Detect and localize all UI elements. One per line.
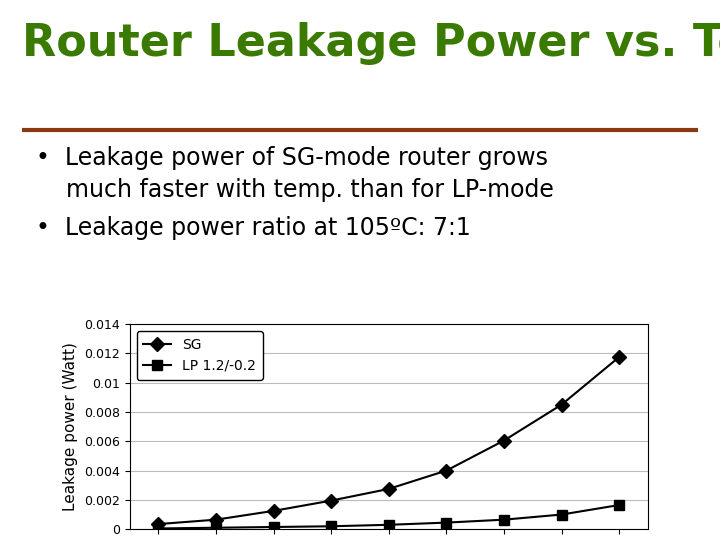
Text: •  Leakage power of SG-mode router grows: • Leakage power of SG-mode router grows — [36, 146, 548, 170]
SG — [212, 516, 220, 523]
LP 1.2/-0.2 — [327, 523, 336, 530]
SG — [154, 521, 163, 527]
LP 1.2/-0.2 — [384, 522, 393, 528]
SG — [327, 497, 336, 504]
SG — [442, 467, 451, 474]
LP 1.2/-0.2 — [442, 519, 451, 526]
SG — [615, 354, 624, 360]
Y-axis label: Leakage power (Watt): Leakage power (Watt) — [63, 342, 78, 511]
Line: SG: SG — [153, 352, 624, 529]
LP 1.2/-0.2 — [615, 502, 624, 508]
LP 1.2/-0.2 — [269, 524, 278, 530]
Legend: SG, LP 1.2/-0.2: SG, LP 1.2/-0.2 — [137, 331, 264, 380]
Text: much faster with temp. than for LP-mode: much faster with temp. than for LP-mode — [36, 178, 554, 202]
SG — [384, 485, 393, 492]
Text: •  Leakage power ratio at 105ºC: 7:1: • Leakage power ratio at 105ºC: 7:1 — [36, 216, 471, 240]
SG — [269, 508, 278, 514]
LP 1.2/-0.2 — [500, 516, 508, 523]
Line: LP 1.2/-0.2: LP 1.2/-0.2 — [153, 500, 624, 534]
LP 1.2/-0.2 — [212, 524, 220, 531]
SG — [500, 437, 508, 444]
Text: Router Leakage Power vs. Temp.: Router Leakage Power vs. Temp. — [22, 22, 720, 65]
LP 1.2/-0.2 — [557, 511, 566, 518]
LP 1.2/-0.2 — [154, 525, 163, 532]
SG — [557, 401, 566, 408]
